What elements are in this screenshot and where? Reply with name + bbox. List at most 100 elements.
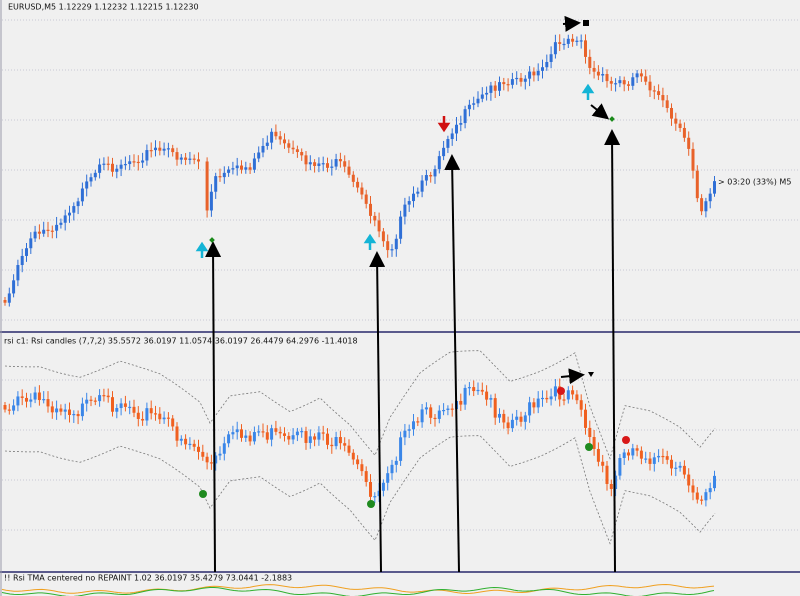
candle bbox=[334, 159, 338, 167]
candle bbox=[541, 397, 544, 400]
candle bbox=[579, 400, 583, 410]
candle bbox=[536, 70, 540, 76]
candle bbox=[227, 434, 231, 444]
candle bbox=[446, 139, 450, 148]
candle bbox=[506, 422, 510, 429]
candle bbox=[72, 206, 76, 213]
candle bbox=[459, 123, 463, 125]
candle bbox=[437, 410, 441, 419]
candle bbox=[648, 458, 652, 464]
candle bbox=[584, 40, 587, 57]
candle bbox=[687, 474, 691, 486]
candle bbox=[558, 42, 562, 44]
candle bbox=[197, 159, 200, 162]
candle bbox=[665, 100, 669, 108]
candle bbox=[154, 413, 157, 415]
marker bbox=[609, 116, 615, 122]
candle bbox=[240, 165, 243, 170]
candle bbox=[136, 412, 140, 419]
candle bbox=[317, 432, 321, 440]
candle bbox=[429, 407, 433, 418]
candle bbox=[171, 148, 175, 153]
candle bbox=[407, 429, 411, 431]
candle bbox=[661, 95, 665, 101]
candle bbox=[377, 220, 381, 232]
candle bbox=[652, 457, 656, 464]
candle bbox=[184, 438, 188, 445]
candle bbox=[356, 459, 360, 465]
candle bbox=[429, 175, 433, 177]
candle bbox=[399, 216, 403, 239]
candle bbox=[657, 455, 661, 458]
lower-band bbox=[4, 435, 716, 545]
candle bbox=[635, 448, 639, 451]
candle bbox=[631, 448, 635, 456]
candle bbox=[700, 499, 704, 501]
candle bbox=[313, 436, 317, 440]
candle bbox=[450, 133, 454, 140]
candle bbox=[373, 215, 377, 221]
candle bbox=[214, 176, 218, 192]
candle bbox=[614, 83, 618, 85]
arrow bbox=[369, 251, 386, 573]
candle bbox=[485, 391, 489, 400]
candle bbox=[407, 201, 411, 205]
candle bbox=[29, 399, 33, 402]
candle bbox=[652, 90, 656, 92]
candle bbox=[240, 429, 243, 438]
candle bbox=[235, 429, 239, 433]
candle bbox=[541, 67, 544, 71]
candle bbox=[7, 409, 11, 411]
candle bbox=[549, 54, 553, 62]
candle bbox=[106, 163, 110, 165]
candle bbox=[575, 394, 579, 401]
candle bbox=[657, 91, 661, 96]
candle bbox=[519, 416, 523, 422]
candle bbox=[3, 300, 7, 303]
candle bbox=[287, 435, 291, 440]
candle bbox=[369, 203, 372, 216]
candle bbox=[592, 437, 596, 449]
candle bbox=[472, 103, 476, 105]
candle bbox=[394, 460, 398, 465]
candle bbox=[601, 461, 605, 466]
arrow bbox=[444, 154, 461, 573]
candle bbox=[605, 74, 609, 82]
candle bbox=[123, 164, 127, 166]
candle bbox=[244, 435, 248, 438]
candle bbox=[3, 405, 7, 410]
candle bbox=[691, 148, 695, 171]
candle bbox=[192, 158, 196, 160]
candle bbox=[515, 416, 519, 420]
green-dot bbox=[367, 500, 375, 508]
arrow bbox=[560, 368, 585, 385]
candle bbox=[553, 386, 557, 397]
candle bbox=[295, 149, 299, 153]
candle bbox=[274, 131, 278, 137]
candle bbox=[631, 77, 635, 86]
candle bbox=[162, 148, 166, 151]
candle bbox=[16, 265, 20, 281]
candle bbox=[446, 408, 450, 410]
candle bbox=[72, 414, 76, 416]
candle bbox=[175, 152, 179, 160]
bands bbox=[4, 350, 716, 545]
candle bbox=[639, 450, 643, 459]
candle bbox=[188, 158, 192, 160]
up-signal bbox=[195, 241, 209, 258]
candle bbox=[7, 293, 11, 303]
indicator-label: rsi c1: Rsi candles (7,7,2) 35.5572 36.0… bbox=[4, 337, 358, 346]
candle bbox=[201, 451, 205, 457]
candle bbox=[257, 431, 261, 433]
candle bbox=[270, 428, 274, 440]
candle bbox=[291, 147, 295, 150]
candle bbox=[605, 465, 609, 484]
candle bbox=[184, 157, 188, 160]
candle bbox=[424, 407, 428, 410]
candle bbox=[235, 165, 239, 169]
arrow bbox=[604, 129, 621, 573]
candle bbox=[394, 238, 398, 250]
candle bbox=[102, 395, 106, 397]
candle bbox=[222, 172, 226, 178]
